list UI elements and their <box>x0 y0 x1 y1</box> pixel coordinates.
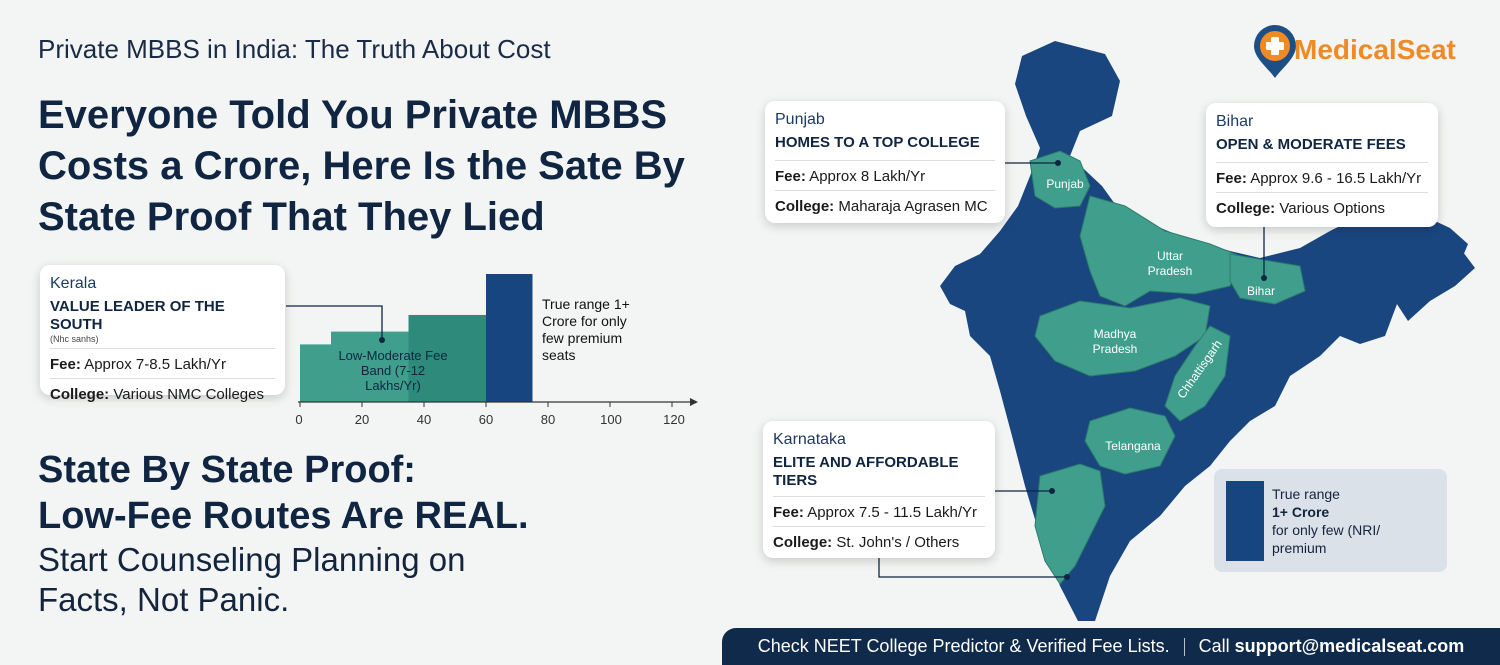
card-fee: Fee: Approx 7-8.5 Lakh/Yr <box>50 348 275 378</box>
card-college: College: Maharaja Agrasen MC <box>775 190 995 220</box>
kerala-connector <box>286 305 385 343</box>
map-label-punjab: Punjab <box>1046 177 1084 191</box>
bihar-connector <box>1261 227 1267 281</box>
proof-heading-2: Low-Fee Routes Are REAL. <box>38 495 529 537</box>
map-label-mp: Madhya Pradesh <box>1092 327 1138 356</box>
footer-bar: Check NEET College Predictor & Verified … <box>722 628 1500 665</box>
tick-label: 80 <box>540 412 556 427</box>
proof-subtext: Start Counseling Planning on Facts, Not … <box>38 541 466 618</box>
legend-line2: 1+ Crore <box>1272 504 1330 520</box>
card-state: Kerala <box>50 275 97 292</box>
tick-label: 60 <box>478 412 494 427</box>
chart-bar-1 <box>331 331 409 402</box>
chart-bar-0 <box>300 344 331 402</box>
card-tag: HOMES TO A TOP COLLEGE <box>775 134 980 151</box>
footer-divider <box>1183 638 1185 657</box>
card-state: Karnataka <box>773 431 846 448</box>
punjab-card: Punjab HOMES TO A TOP COLLEGE Fee: Appro… <box>765 101 1005 223</box>
card-college: College: Various NMC Colleges <box>50 378 275 408</box>
card-tag: ELITE AND AFFORDABLE TIERS <box>773 454 959 489</box>
chart-bar-2 <box>408 314 486 402</box>
card-college: College: Various Options <box>1216 192 1428 222</box>
legend-line3: for only few (NRI/ <box>1272 522 1381 538</box>
map-label-up: Uttar Pradesh <box>1147 249 1193 278</box>
india-map <box>940 41 1475 621</box>
card-fee: Fee: Approx 7.5 - 11.5 Lakh/Yr <box>773 496 985 526</box>
band-label: Low-Moderate Fee Band (7-12 Lakhs/Yr) <box>338 348 448 393</box>
tick-label: 100 <box>600 412 622 427</box>
proof-heading-1: State By State Proof: <box>38 449 416 491</box>
legend-line4: premium <box>1272 540 1327 556</box>
map-label-bihar: Bihar <box>1246 284 1275 298</box>
card-tag: OPEN & MODERATE FEES <box>1216 136 1406 153</box>
tick-label: 120 <box>663 412 685 427</box>
karnataka-connector <box>878 488 1070 580</box>
map-pin-medical-icon <box>1254 25 1296 78</box>
card-college: College: St. John's / Others <box>773 526 985 556</box>
card-fee: Fee: Approx 9.6 - 16.5 Lakh/Yr <box>1216 162 1428 192</box>
tick-label: 0 <box>295 412 303 427</box>
kicker-title: Private MBBS in India: The Truth About C… <box>38 34 551 64</box>
brand-name: MedicalSeat <box>1294 34 1456 65</box>
bihar-card: Bihar OPEN & MODERATE FEES Fee: Approx 9… <box>1206 103 1438 227</box>
footer-email-link[interactable]: support@medicalseat.com <box>1234 636 1465 656</box>
card-state: Bihar <box>1216 113 1254 130</box>
karnataka-card: Karnataka ELITE AND AFFORDABLE TIERS Fee… <box>763 421 995 558</box>
punjab-connector <box>1005 160 1061 166</box>
card-fee: Fee: Approx 8 Lakh/Yr <box>775 160 995 190</box>
card-state: Punjab <box>775 111 825 128</box>
legend-swatch <box>1226 481 1264 561</box>
range-label: True range 1+ Crore for only few premium… <box>542 296 630 363</box>
range-legend: True range 1+ Crore for only few (NRI/ p… <box>1214 469 1447 572</box>
chart-bar-3 <box>486 274 533 402</box>
legend-line1: True range <box>1272 486 1340 502</box>
footer-predictor-link[interactable]: Check NEET College Predictor & Verified … <box>757 636 1170 656</box>
tick-label: 40 <box>416 412 432 427</box>
brand-logo[interactable]: MedicalSeat <box>1248 24 1478 80</box>
footer-call-label: Call <box>1198 636 1230 656</box>
headline: Everyone Told You Private MBBS Costs a C… <box>38 93 685 239</box>
card-tag: VALUE LEADER OF THE SOUTH <box>50 298 225 333</box>
tick-label: 20 <box>354 412 370 427</box>
card-subtitle: (Nhc sanhs) <box>50 334 99 344</box>
fee-chart <box>298 274 698 407</box>
kerala-card: Kerala VALUE LEADER OF THE SOUTH (Nhc sa… <box>40 265 285 403</box>
map-label-telangana: Telangana <box>1105 439 1161 453</box>
